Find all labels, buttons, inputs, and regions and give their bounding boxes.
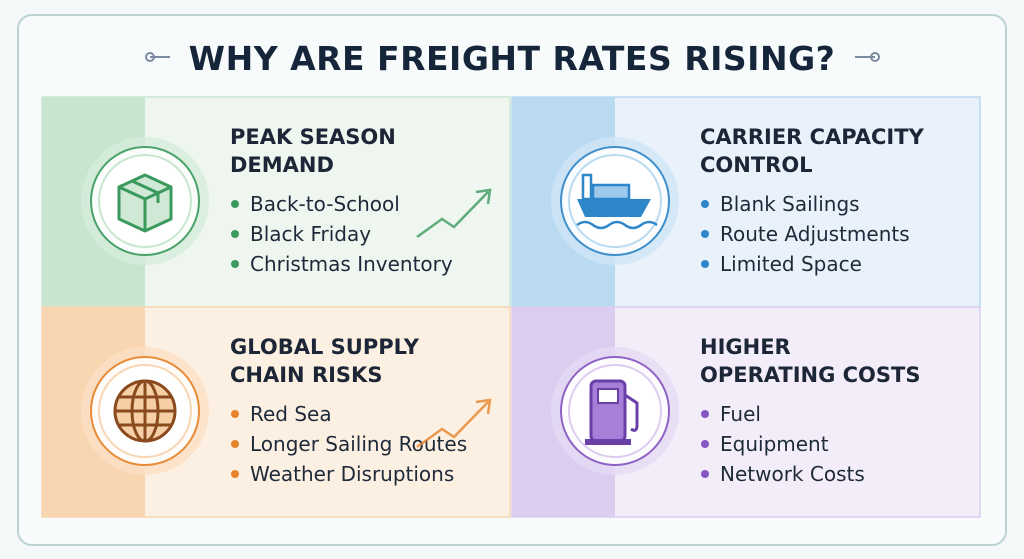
trend-arrow bbox=[416, 401, 489, 449]
icon-ship bbox=[577, 199, 651, 217]
bullet-text: Equipment bbox=[720, 432, 829, 456]
trend-arrow bbox=[416, 191, 489, 239]
bullet-dot bbox=[701, 260, 709, 268]
trend-arrow bbox=[475, 188, 492, 205]
bullet-dot bbox=[231, 470, 239, 478]
bullet-text: Network Costs bbox=[720, 462, 865, 486]
icon-ship bbox=[576, 220, 658, 230]
trend-arrow bbox=[475, 398, 492, 415]
bullet-dot bbox=[701, 470, 709, 478]
title-deco bbox=[145, 52, 155, 62]
bullet-text: Route Adjustments bbox=[720, 222, 910, 246]
icon-ship bbox=[591, 183, 631, 201]
panel: CARRIER CAPACITY CONTROL Blank Sailings Rou… bbox=[511, 96, 981, 308]
bullet-dot bbox=[231, 200, 239, 208]
title-deco bbox=[870, 52, 880, 62]
icon-globe bbox=[115, 381, 175, 441]
panel-title: GLOBAL SUPPLY bbox=[230, 335, 420, 359]
bullet-text: Red Sea bbox=[250, 402, 332, 426]
page-title: WHY ARE FREIGHT RATES RISING? bbox=[189, 39, 836, 78]
bullet-text: Christmas Inventory bbox=[250, 252, 453, 276]
bullet-dot bbox=[231, 440, 239, 448]
panel-title: CONTROL bbox=[700, 153, 813, 177]
bullet-dot bbox=[231, 230, 239, 238]
bullet-text: Limited Space bbox=[720, 252, 862, 276]
panel-title: CARRIER CAPACITY bbox=[700, 125, 925, 149]
bullet-dot bbox=[701, 440, 709, 448]
panels: PEAK SEASON DEMAND Back-to-School Black Fri… bbox=[41, 96, 981, 518]
bullet-text: Blank Sailings bbox=[720, 192, 860, 216]
bullet-text: Back-to-School bbox=[250, 192, 400, 216]
icon-ship bbox=[581, 173, 593, 201]
panel-title: PEAK SEASON bbox=[230, 125, 396, 149]
bullet-text: Fuel bbox=[720, 402, 761, 426]
icon-pump bbox=[597, 388, 619, 404]
panel-title: CHAIN RISKS bbox=[230, 363, 382, 387]
bullet-dot bbox=[231, 260, 239, 268]
bullet-dot bbox=[701, 410, 709, 418]
panel-title: HIGHER bbox=[700, 335, 791, 359]
bullet-dot bbox=[701, 230, 709, 238]
bullet-dot bbox=[231, 410, 239, 418]
panel-title: DEMAND bbox=[230, 153, 334, 177]
panel: PEAK SEASON DEMAND Back-to-School Black Fri… bbox=[41, 96, 511, 308]
icon-pump bbox=[585, 439, 631, 445]
icon-box bbox=[118, 179, 172, 231]
bullet-text: Weather Disruptions bbox=[250, 462, 454, 486]
panel: HIGHER OPERATING COSTS Fuel Equipment Networ… bbox=[511, 306, 981, 518]
bullet-text: Black Friday bbox=[250, 222, 371, 246]
panel-title: OPERATING COSTS bbox=[700, 363, 920, 387]
icon-pump bbox=[624, 393, 639, 432]
bullet-dot bbox=[701, 200, 709, 208]
